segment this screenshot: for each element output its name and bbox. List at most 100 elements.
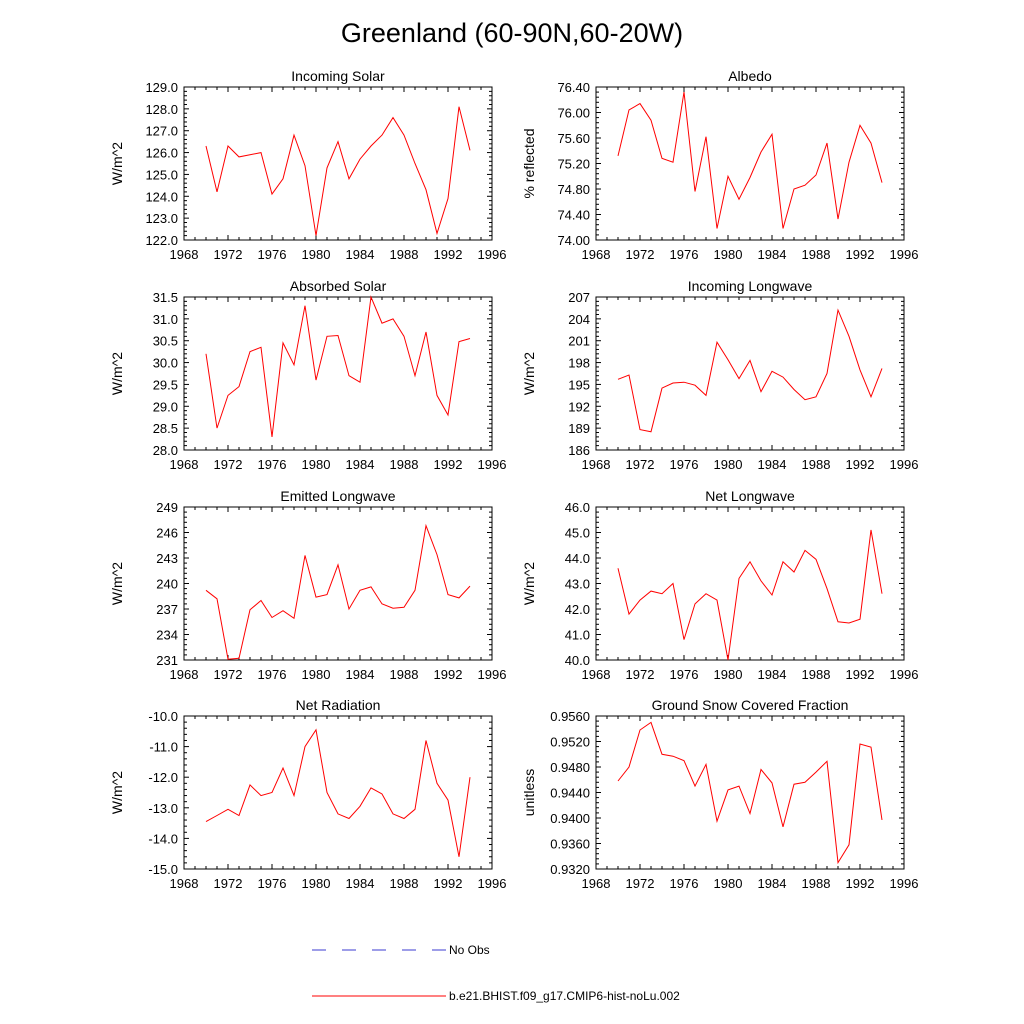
panel-title: Ground Snow Covered Fraction [652, 697, 849, 713]
x-tick-label: 1988 [390, 876, 419, 891]
x-tick-label: 1968 [170, 667, 199, 682]
y-axis-label: W/m^2 [109, 771, 125, 814]
x-tick-label: 1988 [802, 247, 831, 262]
series-line [205, 106, 471, 236]
x-tick-label: 1972 [626, 247, 655, 262]
x-tick-label: 1972 [214, 876, 243, 891]
y-tick-label: 198 [568, 356, 590, 371]
y-tick-label: 0.9360 [550, 837, 590, 852]
y-tick-label: 0.9320 [550, 862, 590, 877]
y-tick-label: 74.40 [557, 208, 590, 223]
series-line [205, 523, 471, 660]
y-axis-label: % reflected [521, 128, 537, 198]
plot-frame [595, 86, 905, 241]
y-tick-label: 40.0 [565, 653, 590, 668]
y-tick-label: 125.0 [145, 167, 178, 182]
x-tick-label: 1996 [478, 247, 507, 262]
y-tick-label: -13.0 [148, 801, 178, 816]
series-line [617, 721, 883, 865]
x-tick-label: 1992 [434, 667, 463, 682]
x-tick-label: 1980 [714, 247, 743, 262]
x-tick-label: 1988 [802, 457, 831, 472]
y-tick-label: 0.9440 [550, 786, 590, 801]
y-tick-label: 74.80 [557, 182, 590, 197]
x-tick-label: 1972 [214, 667, 243, 682]
y-tick-label: 231 [156, 653, 178, 668]
y-tick-label: 234 [156, 628, 178, 643]
y-tick-label: 123.0 [145, 211, 178, 226]
x-tick-label: 1988 [802, 667, 831, 682]
y-tick-label: 44.0 [565, 551, 590, 566]
x-tick-label: 1968 [170, 457, 199, 472]
x-tick-label: 1976 [258, 667, 287, 682]
x-tick-label: 1968 [582, 457, 611, 472]
panel-albedo: Albedo % reflected 1968 1972 1976 1980 1984 198… [521, 68, 918, 262]
x-tick-label: 1972 [626, 457, 655, 472]
y-tick-label: 240 [156, 577, 178, 592]
y-tick-label: 31.5 [153, 290, 178, 305]
x-tick-label: 1992 [846, 457, 875, 472]
x-tick-label: 1984 [346, 457, 375, 472]
y-axis-label: W/m^2 [521, 562, 537, 605]
plot-frame [595, 506, 905, 661]
x-tick-label: 1980 [714, 457, 743, 472]
y-tick-label: 204 [568, 312, 590, 327]
x-tick-label: 1984 [758, 876, 787, 891]
y-tick-label: 28.5 [153, 421, 178, 436]
x-tick-label: 1992 [434, 247, 463, 262]
x-tick-label: 1996 [890, 457, 919, 472]
x-tick-label: 1976 [258, 247, 287, 262]
panel-title: Incoming Longwave [688, 278, 813, 294]
y-tick-label: 237 [156, 602, 178, 617]
y-tick-label: 43.0 [565, 577, 590, 592]
x-tick-label: 1988 [390, 247, 419, 262]
plot-frame [183, 86, 493, 241]
x-tick-label: 1988 [390, 667, 419, 682]
x-tick-label: 1996 [890, 247, 919, 262]
y-axis-label: unitless [521, 769, 537, 816]
x-tick-label: 1968 [170, 247, 199, 262]
plot-frame [183, 715, 493, 870]
y-tick-label: 75.60 [557, 131, 590, 146]
y-tick-label: 201 [568, 334, 590, 349]
y-tick-label: 128.0 [145, 102, 178, 117]
y-tick-label: 122.0 [145, 233, 178, 248]
y-tick-label: 126.0 [145, 146, 178, 161]
panel-incoming-longwave: Incoming Longwave W/m^2 1968 1972 1976 1980 19… [521, 278, 918, 472]
x-tick-label: 1972 [214, 457, 243, 472]
y-axis-label: W/m^2 [521, 352, 537, 395]
y-tick-label: 192 [568, 399, 590, 414]
y-tick-label: 31.0 [153, 312, 178, 327]
y-tick-label: 127.0 [145, 124, 178, 139]
x-tick-label: 1976 [258, 457, 287, 472]
y-tick-label: 30.0 [153, 356, 178, 371]
y-tick-label: 75.20 [557, 157, 590, 172]
y-tick-label: 129.0 [145, 80, 178, 95]
x-tick-label: 1968 [582, 247, 611, 262]
y-tick-label: 42.0 [565, 602, 590, 617]
y-tick-label: 0.9520 [550, 735, 590, 750]
x-tick-label: 1976 [670, 667, 699, 682]
x-tick-label: 1992 [434, 457, 463, 472]
y-tick-label: 28.0 [153, 443, 178, 458]
x-tick-label: 1992 [846, 876, 875, 891]
y-axis-label: W/m^2 [109, 562, 125, 605]
panel-absorbed-solar: Absorbed Solar W/m^2 1968 1972 1976 1980 1984 1… [109, 278, 506, 472]
series-line [617, 92, 883, 229]
y-axis-label: W/m^2 [109, 352, 125, 395]
plot-frame [183, 506, 493, 661]
x-tick-label: 1972 [626, 876, 655, 891]
plot-frame [595, 715, 905, 870]
x-tick-label: 1992 [434, 876, 463, 891]
x-tick-label: 1992 [846, 667, 875, 682]
x-tick-label: 1980 [302, 457, 331, 472]
y-tick-label: -14.0 [148, 831, 178, 846]
panel-net-longwave: Net Longwave W/m^2 1968 1972 1976 1980 1984 198… [521, 488, 918, 682]
x-tick-label: 1980 [714, 876, 743, 891]
y-tick-label: 207 [568, 290, 590, 305]
series-line [617, 529, 883, 661]
x-tick-label: 1984 [346, 247, 375, 262]
y-tick-label: 195 [568, 377, 590, 392]
panel-title: Emitted Longwave [280, 488, 395, 504]
y-tick-label: -12.0 [148, 770, 178, 785]
